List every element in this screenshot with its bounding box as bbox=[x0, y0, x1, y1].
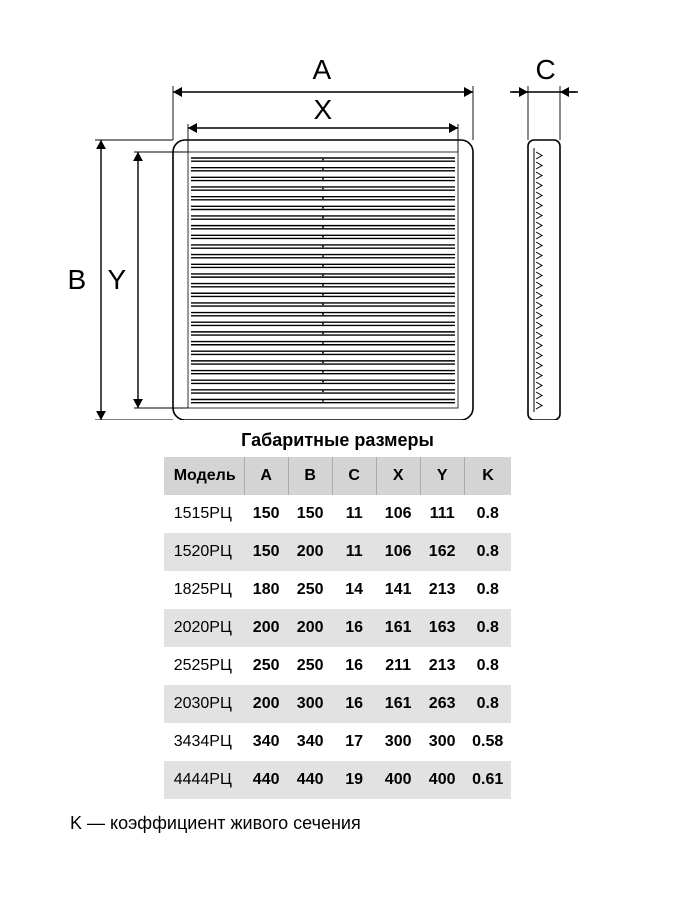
value-cell: 161 bbox=[376, 609, 420, 647]
value-cell: 111 bbox=[420, 495, 464, 533]
dimension-diagram: A X C B Y bbox=[58, 30, 618, 420]
col-header: B bbox=[288, 457, 332, 495]
col-header: Модель bbox=[164, 457, 244, 495]
col-header: A bbox=[244, 457, 288, 495]
value-cell: 19 bbox=[332, 761, 376, 799]
value-cell: 200 bbox=[288, 609, 332, 647]
value-cell: 0.8 bbox=[464, 609, 511, 647]
value-cell: 213 bbox=[420, 571, 464, 609]
table-row: 1520РЦ150200111061620.8 bbox=[164, 533, 512, 571]
value-cell: 150 bbox=[244, 495, 288, 533]
value-cell: 0.8 bbox=[464, 495, 511, 533]
value-cell: 211 bbox=[376, 647, 420, 685]
value-cell: 440 bbox=[244, 761, 288, 799]
value-cell: 16 bbox=[332, 647, 376, 685]
value-cell: 180 bbox=[244, 571, 288, 609]
dimensions-table: МодельABCXYK 1515РЦ150150111061110.81520… bbox=[164, 457, 512, 799]
table-row: 4444РЦ440440194004000.61 bbox=[164, 761, 512, 799]
value-cell: 150 bbox=[288, 495, 332, 533]
value-cell: 11 bbox=[332, 533, 376, 571]
table-row: 2525РЦ250250162112130.8 bbox=[164, 647, 512, 685]
value-cell: 300 bbox=[420, 723, 464, 761]
table-row: 2030РЦ200300161612630.8 bbox=[164, 685, 512, 723]
value-cell: 106 bbox=[376, 495, 420, 533]
col-header: X bbox=[376, 457, 420, 495]
value-cell: 340 bbox=[288, 723, 332, 761]
footnote: K — коэффициент живого сечения bbox=[40, 813, 635, 834]
value-cell: 162 bbox=[420, 533, 464, 571]
dim-label-y: Y bbox=[108, 264, 127, 296]
model-cell: 1515РЦ bbox=[164, 495, 244, 533]
table-row: 3434РЦ340340173003000.58 bbox=[164, 723, 512, 761]
table-title: Габаритные размеры bbox=[40, 430, 635, 451]
value-cell: 0.58 bbox=[464, 723, 511, 761]
value-cell: 263 bbox=[420, 685, 464, 723]
col-header: Y bbox=[420, 457, 464, 495]
value-cell: 0.8 bbox=[464, 533, 511, 571]
value-cell: 300 bbox=[288, 685, 332, 723]
value-cell: 400 bbox=[420, 761, 464, 799]
value-cell: 400 bbox=[376, 761, 420, 799]
value-cell: 16 bbox=[332, 685, 376, 723]
value-cell: 16 bbox=[332, 609, 376, 647]
value-cell: 106 bbox=[376, 533, 420, 571]
table-row: 2020РЦ200200161611630.8 bbox=[164, 609, 512, 647]
value-cell: 200 bbox=[288, 533, 332, 571]
value-cell: 141 bbox=[376, 571, 420, 609]
model-cell: 1520РЦ bbox=[164, 533, 244, 571]
value-cell: 14 bbox=[332, 571, 376, 609]
value-cell: 250 bbox=[288, 571, 332, 609]
value-cell: 340 bbox=[244, 723, 288, 761]
value-cell: 440 bbox=[288, 761, 332, 799]
model-cell: 1825РЦ bbox=[164, 571, 244, 609]
table-row: 1825РЦ180250141412130.8 bbox=[164, 571, 512, 609]
table-row: 1515РЦ150150111061110.8 bbox=[164, 495, 512, 533]
value-cell: 0.8 bbox=[464, 647, 511, 685]
value-cell: 250 bbox=[288, 647, 332, 685]
value-cell: 163 bbox=[420, 609, 464, 647]
dim-label-a: A bbox=[313, 54, 332, 86]
value-cell: 0.8 bbox=[464, 685, 511, 723]
value-cell: 17 bbox=[332, 723, 376, 761]
value-cell: 213 bbox=[420, 647, 464, 685]
model-cell: 2030РЦ bbox=[164, 685, 244, 723]
dim-label-b: B bbox=[68, 264, 87, 296]
value-cell: 300 bbox=[376, 723, 420, 761]
model-cell: 4444РЦ bbox=[164, 761, 244, 799]
dim-label-c: C bbox=[536, 54, 556, 86]
model-cell: 3434РЦ bbox=[164, 723, 244, 761]
model-cell: 2525РЦ bbox=[164, 647, 244, 685]
col-header: K bbox=[464, 457, 511, 495]
value-cell: 250 bbox=[244, 647, 288, 685]
value-cell: 200 bbox=[244, 609, 288, 647]
dim-label-x: X bbox=[314, 94, 333, 126]
value-cell: 0.8 bbox=[464, 571, 511, 609]
value-cell: 11 bbox=[332, 495, 376, 533]
value-cell: 200 bbox=[244, 685, 288, 723]
model-cell: 2020РЦ bbox=[164, 609, 244, 647]
value-cell: 0.61 bbox=[464, 761, 511, 799]
value-cell: 161 bbox=[376, 685, 420, 723]
value-cell: 150 bbox=[244, 533, 288, 571]
col-header: C bbox=[332, 457, 376, 495]
